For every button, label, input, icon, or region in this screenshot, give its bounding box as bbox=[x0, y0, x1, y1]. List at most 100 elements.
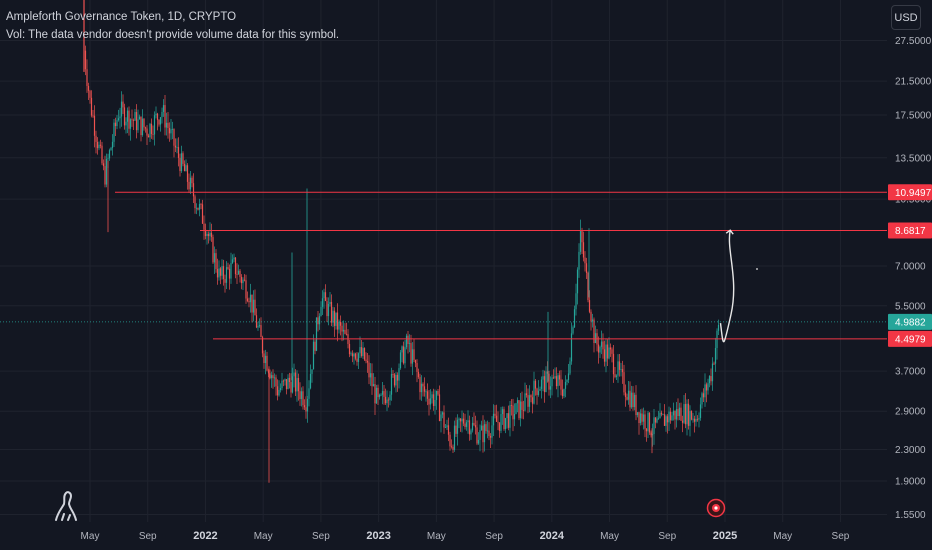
candle-body bbox=[333, 310, 336, 326]
currency-button[interactable]: USD bbox=[891, 5, 921, 30]
candle-body bbox=[341, 325, 343, 332]
candle-body bbox=[314, 341, 316, 351]
candle-body bbox=[404, 347, 406, 364]
candle-body bbox=[281, 380, 283, 389]
candle-body bbox=[249, 294, 252, 303]
candle-body bbox=[582, 242, 585, 258]
projection-dot bbox=[756, 268, 758, 270]
projection-curve[interactable] bbox=[719, 230, 735, 343]
candle-body bbox=[552, 377, 555, 379]
candle-body bbox=[629, 390, 631, 408]
candle-body bbox=[161, 111, 163, 118]
candle-body bbox=[570, 333, 573, 362]
candle-body bbox=[339, 321, 342, 326]
candle-body bbox=[434, 399, 436, 406]
candle-body bbox=[704, 384, 706, 398]
time-tick-label: May bbox=[600, 531, 619, 542]
level-price-tag[interactable] bbox=[888, 222, 932, 239]
projection-path[interactable] bbox=[719, 229, 758, 343]
candle-body bbox=[152, 133, 154, 135]
candle-body bbox=[90, 97, 93, 116]
candle-body bbox=[389, 394, 391, 401]
current-price-tag[interactable] bbox=[888, 313, 932, 330]
time-axis[interactable]: May Sep 2022 May Sep 2023 May Sep 2024 May Sep 2025… bbox=[0, 522, 888, 550]
candle-body bbox=[149, 123, 151, 138]
candle-body bbox=[134, 112, 136, 121]
horizontal-levels[interactable] bbox=[0, 191, 887, 340]
candle-body bbox=[423, 386, 426, 392]
candle-body bbox=[251, 294, 253, 313]
candle-body bbox=[657, 418, 660, 420]
symbol-title[interactable]: Ampleforth Governance Token, 1D, CRYPTO bbox=[6, 11, 237, 23]
price-tick-label: 21.5000 bbox=[895, 77, 932, 88]
candle-body bbox=[642, 414, 645, 422]
candle-body bbox=[137, 119, 139, 131]
candle-body bbox=[665, 416, 667, 426]
candle-body bbox=[383, 391, 385, 397]
candle-body bbox=[437, 390, 439, 395]
candle-body bbox=[482, 425, 484, 443]
candle-body bbox=[450, 446, 453, 448]
level-price-tag[interactable] bbox=[888, 330, 932, 347]
candle-body bbox=[135, 112, 138, 131]
candle-body bbox=[296, 378, 298, 392]
candle-body bbox=[579, 230, 582, 252]
candle-body bbox=[123, 107, 126, 126]
candle-body bbox=[674, 410, 676, 420]
candle-body bbox=[548, 373, 550, 390]
price-axis[interactable]: 27.500021.500017.500013.500010.50007.000… bbox=[888, 0, 932, 550]
candle-body bbox=[474, 425, 477, 428]
candle-body bbox=[297, 378, 300, 392]
candle-body bbox=[590, 311, 592, 322]
candle-body bbox=[231, 259, 234, 264]
level-price-tag[interactable] bbox=[888, 184, 932, 201]
candle-body bbox=[308, 388, 310, 399]
candle-body bbox=[195, 207, 198, 209]
candle-body bbox=[375, 387, 378, 404]
candle-body bbox=[174, 145, 177, 148]
candle-body bbox=[653, 417, 655, 435]
candle-body bbox=[453, 425, 456, 450]
candle-body bbox=[687, 403, 690, 426]
candle-body bbox=[432, 394, 435, 406]
candle-body bbox=[143, 118, 145, 128]
candle-body bbox=[468, 420, 471, 435]
candle-body bbox=[713, 363, 715, 365]
time-tick-label: Sep bbox=[139, 531, 157, 542]
candle-body bbox=[344, 329, 346, 334]
event-badge-icon[interactable] bbox=[706, 498, 726, 518]
candle-body bbox=[396, 374, 399, 381]
candle-body bbox=[138, 116, 141, 120]
candle-body bbox=[456, 419, 459, 434]
candle-body bbox=[239, 270, 241, 277]
candle-body bbox=[603, 349, 606, 362]
candle-body bbox=[395, 374, 397, 386]
candle-body bbox=[96, 141, 99, 149]
candle-body bbox=[573, 309, 576, 328]
candle-body bbox=[345, 333, 348, 335]
candle-body bbox=[302, 391, 304, 406]
candle-body bbox=[417, 371, 420, 378]
candle-body bbox=[260, 325, 262, 338]
candle-body bbox=[203, 223, 205, 230]
candle-body bbox=[164, 105, 166, 128]
candle-body bbox=[269, 373, 271, 379]
candle-body bbox=[513, 414, 516, 420]
candle-body bbox=[245, 280, 247, 299]
candle-body bbox=[624, 392, 627, 398]
candle-body bbox=[557, 375, 559, 387]
price-tick-label: 3.7000 bbox=[895, 367, 926, 378]
candle-body bbox=[261, 337, 264, 354]
chart-markers bbox=[55, 491, 726, 521]
candle-body bbox=[561, 389, 564, 397]
candle-body bbox=[413, 349, 415, 360]
tradingview-logo-icon[interactable] bbox=[55, 491, 77, 521]
candle-body bbox=[116, 120, 118, 127]
candle-body bbox=[638, 412, 640, 424]
candle-body bbox=[560, 379, 562, 390]
time-tick-label: May bbox=[254, 531, 273, 542]
candle-body bbox=[572, 327, 574, 334]
price-tick-label: 17.5000 bbox=[895, 110, 932, 121]
candle-body bbox=[522, 409, 525, 411]
